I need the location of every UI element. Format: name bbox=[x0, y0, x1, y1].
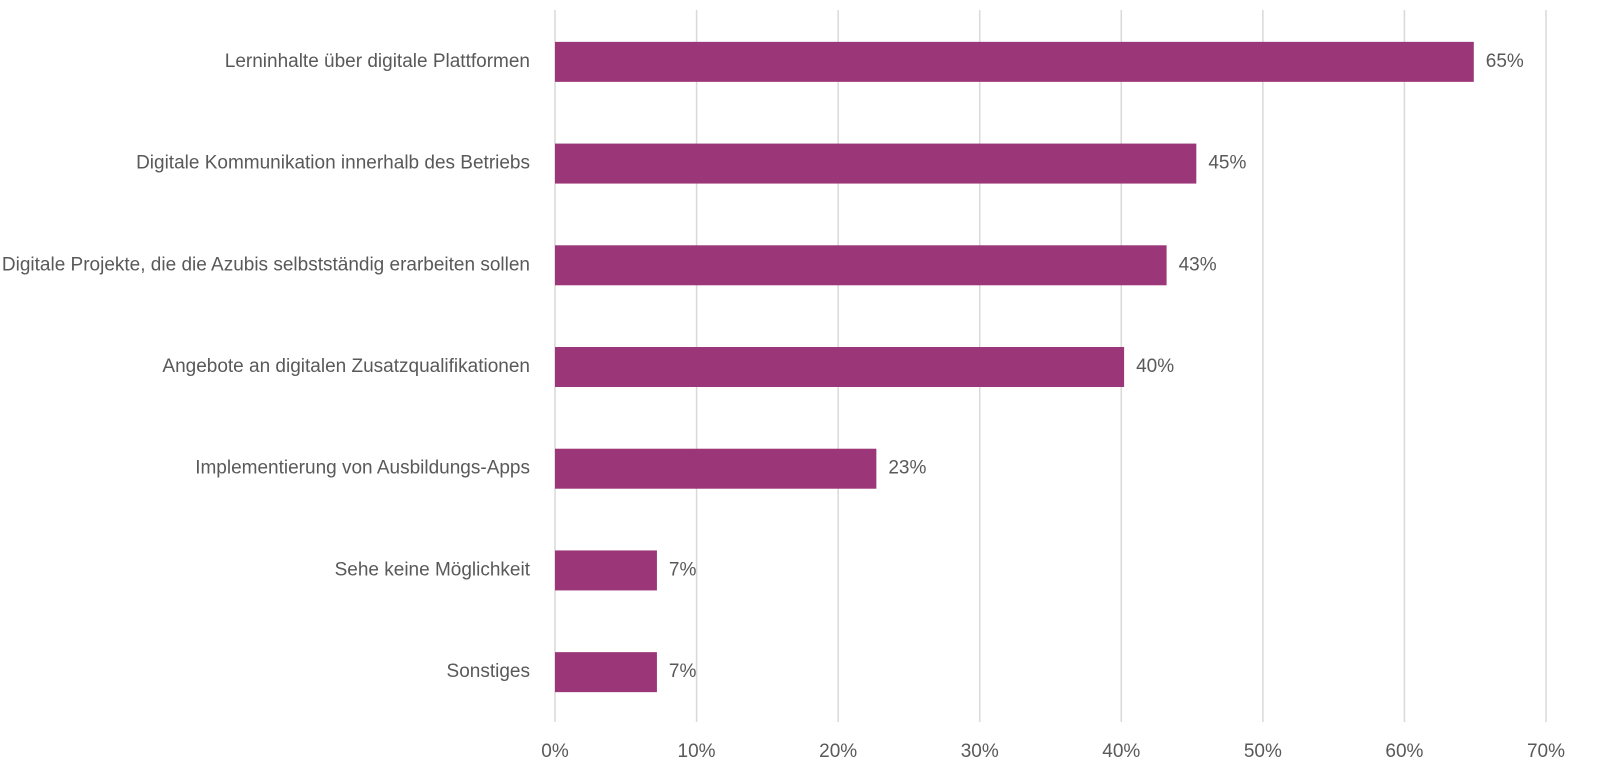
x-tick-label: 30% bbox=[961, 741, 999, 762]
bar bbox=[555, 41, 1474, 82]
x-tick-label: 50% bbox=[1244, 741, 1282, 762]
data-label: 65% bbox=[1486, 51, 1524, 72]
data-label: 7% bbox=[669, 661, 697, 682]
y-tick-label: Digitale Kommunikation innerhalb des Bet… bbox=[136, 153, 530, 174]
bar bbox=[555, 652, 657, 693]
y-tick-label: Lerninhalte über digitale Plattformen bbox=[225, 51, 530, 72]
bar bbox=[555, 347, 1125, 387]
data-label: 23% bbox=[888, 458, 926, 479]
y-tick-label: Sonstiges bbox=[447, 661, 530, 682]
bar bbox=[555, 448, 877, 489]
x-tick-label: 0% bbox=[541, 741, 569, 762]
bar bbox=[555, 550, 657, 591]
x-tick-label: 60% bbox=[1385, 741, 1423, 762]
y-tick-label: Sehe keine Möglichkeit bbox=[335, 559, 531, 580]
x-tick-label: 10% bbox=[678, 741, 716, 762]
data-label: 7% bbox=[669, 559, 697, 580]
bar bbox=[555, 245, 1167, 286]
x-tick-label: 70% bbox=[1527, 741, 1565, 762]
y-tick-label: Digitale Projekte, die die Azubis selbst… bbox=[2, 254, 530, 275]
data-label: 40% bbox=[1136, 356, 1174, 377]
data-label: 43% bbox=[1179, 254, 1217, 275]
bar bbox=[555, 143, 1197, 184]
y-tick-label: Angebote an digitalen Zusatzqualifikatio… bbox=[162, 356, 530, 377]
x-tick-label: 20% bbox=[819, 741, 857, 762]
x-tick-label: 40% bbox=[1102, 741, 1140, 762]
data-label: 45% bbox=[1208, 153, 1246, 174]
y-tick-label: Implementierung von Ausbildungs-Apps bbox=[195, 458, 530, 479]
